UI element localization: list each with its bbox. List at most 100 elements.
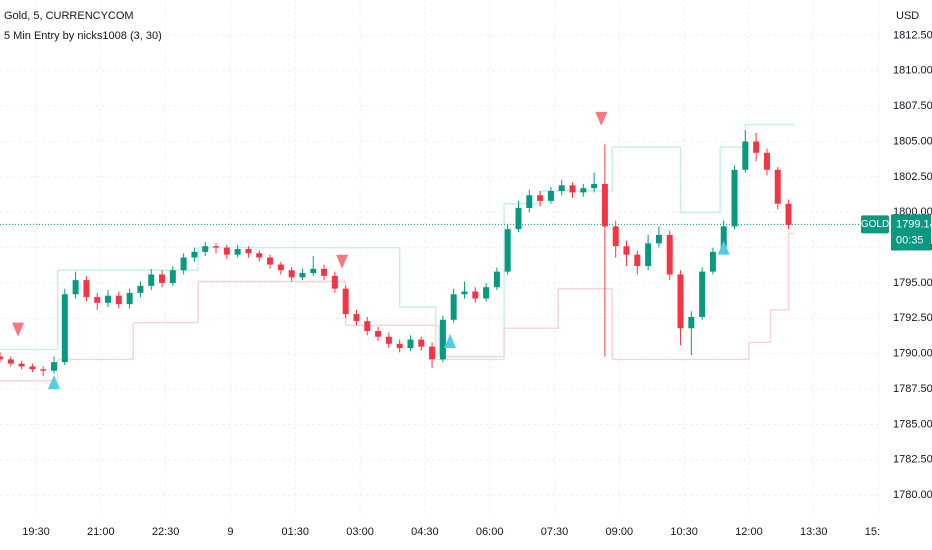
y-tick-label: 1782.50 xyxy=(893,454,932,466)
candle-body xyxy=(785,203,792,225)
x-tick-label: 10:30 xyxy=(670,526,698,538)
candle-body xyxy=(180,257,187,271)
indicator-label: 5 Min Entry by nicks1008 (3, 30) xyxy=(4,30,162,42)
candle-body xyxy=(299,273,306,278)
candle-body xyxy=(202,246,209,252)
y-tick-label: 1805.00 xyxy=(893,135,932,147)
candle-body xyxy=(537,195,544,201)
candle-body xyxy=(148,274,155,286)
buy-signal xyxy=(444,333,457,348)
candle-body xyxy=(504,229,511,272)
x-tick-label: 09:00 xyxy=(606,526,634,538)
candle-body xyxy=(450,294,457,320)
x-tick-label: 03:00 xyxy=(346,526,374,538)
currency-label: USD xyxy=(896,10,919,22)
candle-body xyxy=(126,292,133,305)
sell-signal xyxy=(12,322,25,337)
candle-body xyxy=(569,185,576,193)
candle-body xyxy=(191,251,198,258)
candle-body xyxy=(277,264,284,271)
y-axis: 1780.00 1782.50 1785.00 1787.50 1790.00 1792.… xyxy=(893,29,932,501)
candle-body xyxy=(245,249,252,254)
candle-body xyxy=(547,191,554,201)
chart-title: Gold, 5, CURRENCYCOM xyxy=(4,10,134,22)
x-tick-label: 12:00 xyxy=(735,526,763,538)
y-tick-label: 1785.00 xyxy=(893,418,932,430)
x-axis: 19:30 21:00 22:30 9 01:30 03:00 04:30 06:00 07:3… xyxy=(22,526,893,538)
candle-body xyxy=(407,339,414,349)
candle-body xyxy=(375,331,382,337)
x-tick-label: 04:30 xyxy=(411,526,439,538)
candle-body xyxy=(655,234,662,244)
price-tag xyxy=(891,214,931,251)
signals xyxy=(12,111,730,390)
candle-body xyxy=(353,314,360,322)
candle-body xyxy=(61,294,68,363)
y-tick-label: 1802.50 xyxy=(893,171,932,183)
x-tick-label: 22:30 xyxy=(152,526,180,538)
candle-body xyxy=(601,183,608,227)
candle-body xyxy=(385,336,392,344)
candle-body xyxy=(688,316,695,329)
countdown-label: 00:35 xyxy=(896,234,924,246)
x-tick-label: 13:30 xyxy=(800,526,828,538)
candle-body xyxy=(223,247,230,255)
candle-body xyxy=(267,257,274,265)
candle-body xyxy=(105,295,112,303)
candle-body xyxy=(731,169,738,227)
grid xyxy=(0,0,880,515)
candle-body xyxy=(429,346,436,360)
symbol-tag-label: GOLD xyxy=(861,219,889,230)
x-tick-label: 15:00 xyxy=(865,526,893,538)
symbol-tag xyxy=(861,215,889,234)
candle-body xyxy=(51,362,58,371)
candle-body xyxy=(137,285,144,293)
candle-body xyxy=(418,339,425,347)
candle-body xyxy=(753,141,760,153)
y-tick-label: 1807.50 xyxy=(893,100,932,112)
y-tick-label: 1812.50 xyxy=(893,29,932,41)
y-tick-label: 1780.00 xyxy=(893,489,932,501)
candle-body xyxy=(342,288,349,315)
candle-body xyxy=(763,152,770,170)
y-tick-label: 1795.00 xyxy=(893,277,932,289)
candle-body xyxy=(213,246,220,248)
candle-body xyxy=(29,366,36,370)
candle-body xyxy=(461,291,468,295)
candle-body xyxy=(256,253,263,258)
sell-signal xyxy=(595,111,608,126)
x-tick-label: 01:30 xyxy=(281,526,309,538)
sell-signal xyxy=(336,254,349,269)
candle-body xyxy=(699,271,706,317)
candle-body xyxy=(677,274,684,329)
candle-body xyxy=(18,363,25,367)
x-tick-label: 07:30 xyxy=(541,526,569,538)
candle-body xyxy=(591,183,598,189)
buy-signal xyxy=(48,375,61,390)
buy-signal xyxy=(717,240,730,255)
y-tick-label: 1792.50 xyxy=(893,312,932,324)
candle-body xyxy=(580,188,587,193)
candle-body xyxy=(83,280,90,298)
candle-body xyxy=(72,280,79,295)
candle-body xyxy=(666,234,673,275)
candle-body xyxy=(331,275,338,289)
candle-body xyxy=(558,185,565,192)
candle-body xyxy=(742,141,749,170)
y-tick-label: 1810.00 xyxy=(893,65,932,77)
y-tick-label: 1790.00 xyxy=(893,348,932,360)
candle-body xyxy=(526,195,533,208)
candle-body xyxy=(234,249,241,255)
candle-body xyxy=(774,169,781,204)
candle-body xyxy=(7,359,14,364)
candle-body xyxy=(623,246,630,255)
candle-body xyxy=(396,343,403,349)
candle-body xyxy=(0,356,3,360)
candle-body xyxy=(439,319,446,360)
candle-body xyxy=(310,268,317,274)
candle-body xyxy=(115,295,122,305)
candle-body xyxy=(634,254,641,266)
candle-body xyxy=(612,226,619,247)
